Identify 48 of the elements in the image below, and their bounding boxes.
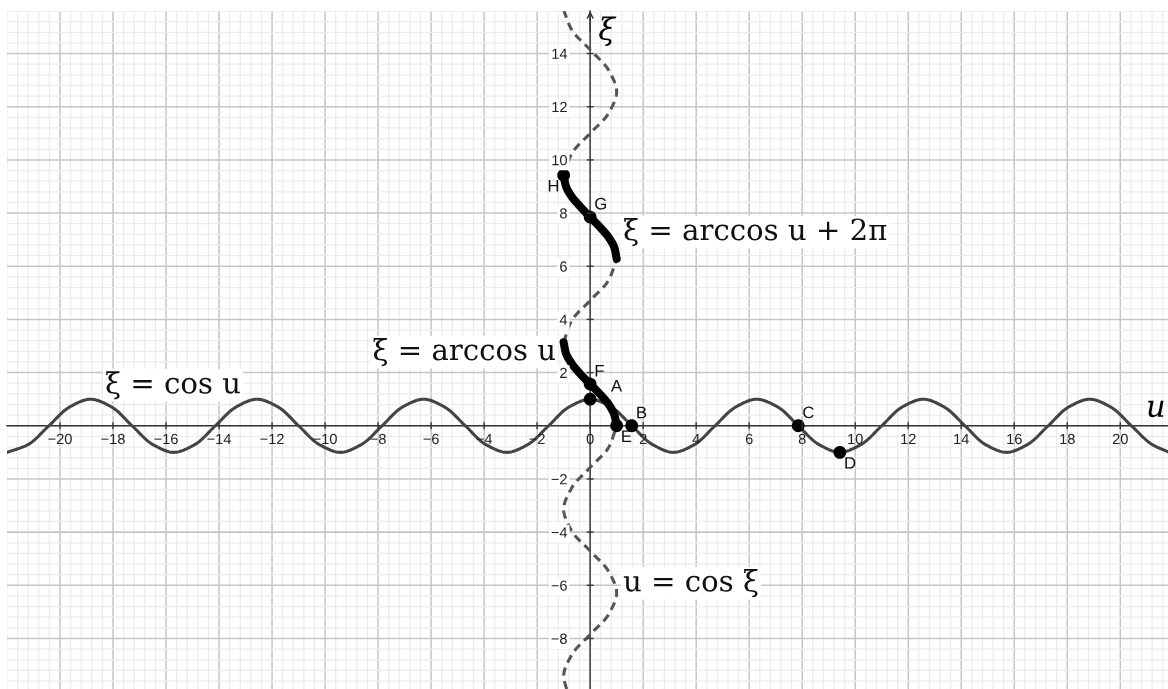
- annotation: ξ = arccos u + 2π: [624, 217, 887, 247]
- y-axis-title: ξ: [599, 16, 617, 47]
- annotation: A: [611, 380, 623, 392]
- y-tick-label: 10: [552, 155, 567, 166]
- y-tick-label: 6: [560, 261, 567, 272]
- x-tick-label: 4: [692, 433, 700, 444]
- point: [610, 419, 624, 433]
- x-axis-title: u: [1148, 400, 1164, 418]
- annotation: ξ = arccos u: [373, 337, 555, 367]
- point: [583, 392, 597, 406]
- y-tick-label: 12: [552, 101, 567, 112]
- annotation: D: [845, 457, 856, 469]
- x-tick-label: −6: [423, 433, 439, 445]
- x-tick-label: 6: [745, 433, 753, 445]
- y-tick-label: −6: [551, 580, 567, 591]
- annotation: H: [548, 180, 559, 192]
- point: [583, 377, 597, 391]
- annotation: B: [637, 406, 647, 419]
- annotation: u = cos ξ: [623, 569, 758, 598]
- annotation: ξ = cos u: [106, 371, 240, 400]
- x-tick-label: −10: [313, 433, 337, 445]
- x-tick-label: 10: [848, 433, 863, 445]
- x-tick-label: −8: [370, 433, 386, 445]
- x-tick-label: 8: [798, 433, 806, 445]
- x-tick-label: −18: [101, 433, 125, 445]
- x-tick-label: 16: [1007, 433, 1022, 445]
- x-tick-label: −16: [154, 433, 178, 445]
- x-tick-label: 12: [901, 433, 916, 444]
- y-tick-label: 4: [559, 314, 568, 325]
- point: [833, 445, 847, 459]
- annotation: F: [595, 364, 604, 377]
- x-tick-label: −12: [260, 433, 284, 444]
- x-tick-label: −14: [207, 433, 231, 444]
- point: [791, 419, 805, 433]
- x-tick-label: −20: [48, 433, 72, 445]
- x-tick-label: 14: [954, 433, 969, 444]
- point: [557, 168, 571, 182]
- y-tick-label: 2: [560, 367, 567, 378]
- y-tick-label: 8: [560, 208, 567, 219]
- y-tick-label: 14: [552, 48, 568, 59]
- annotation: E: [622, 430, 632, 443]
- annotation: G: [595, 197, 607, 210]
- annotation: C: [803, 406, 814, 419]
- y-tick-label: −4: [551, 527, 568, 538]
- x-tick-label: 18: [1060, 433, 1075, 445]
- y-tick-label: −8: [551, 633, 567, 644]
- y-tick-label: −2: [551, 474, 567, 485]
- x-tick-label: 20: [1112, 433, 1128, 445]
